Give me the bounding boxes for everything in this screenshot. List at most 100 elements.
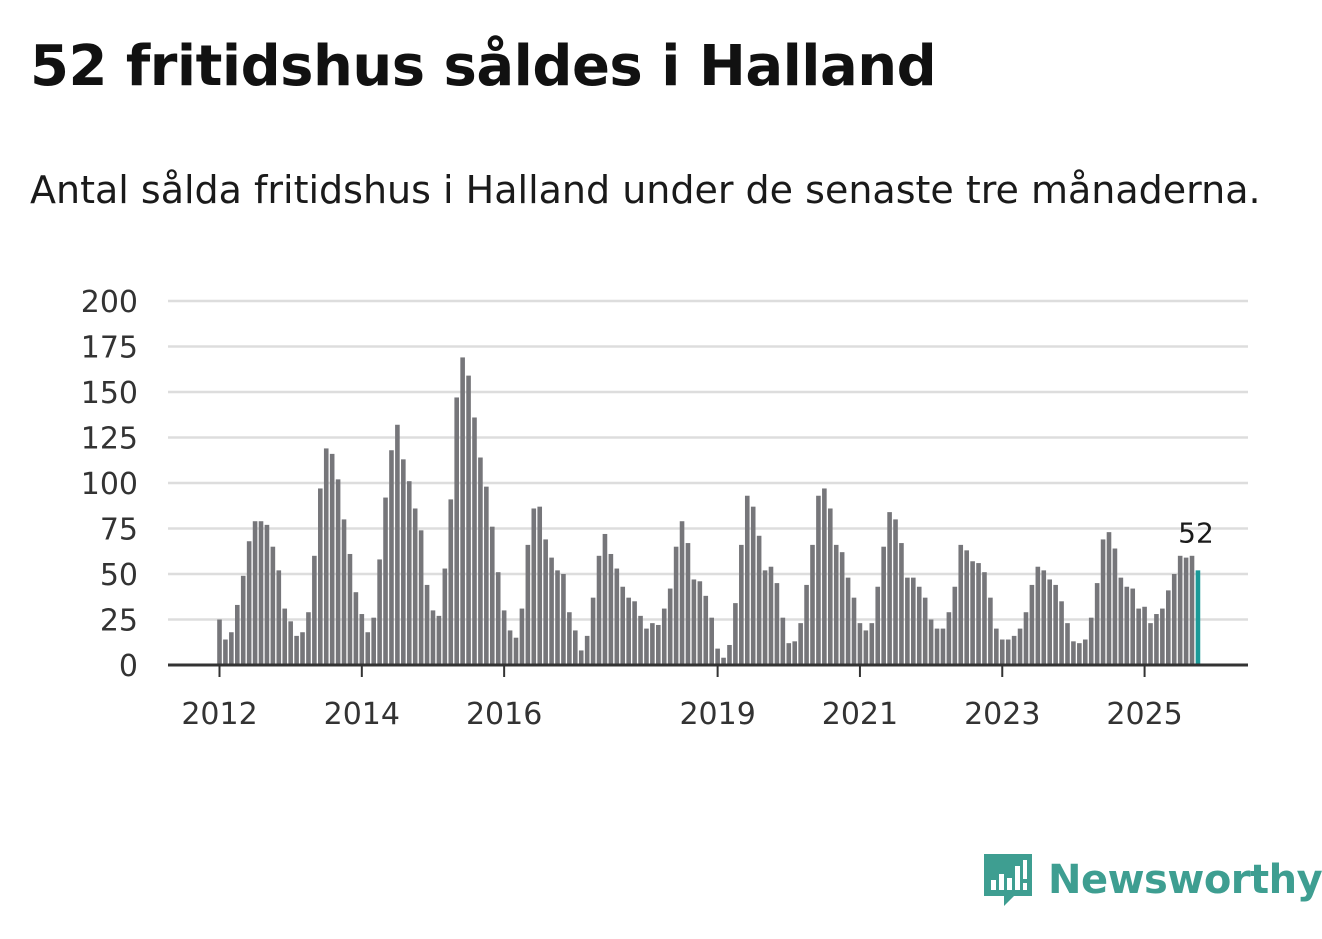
bar xyxy=(270,546,276,665)
bar xyxy=(448,499,454,665)
bar xyxy=(555,570,560,665)
bar xyxy=(460,357,465,665)
bar xyxy=(881,546,886,665)
bar xyxy=(294,635,299,665)
x-tick-label-2021: 2021 xyxy=(822,697,898,732)
bar xyxy=(1041,570,1047,665)
bar xyxy=(626,597,631,665)
y-tick-label-125: 125 xyxy=(81,422,138,457)
bar xyxy=(632,601,637,665)
bar xyxy=(798,623,803,665)
bar xyxy=(1059,601,1064,665)
bar xyxy=(762,570,768,665)
bar xyxy=(1118,577,1124,665)
bar xyxy=(827,508,833,665)
last-value-label: 52 xyxy=(1178,516,1214,549)
bar xyxy=(1071,641,1076,665)
bar xyxy=(573,630,578,665)
bar xyxy=(234,604,240,665)
bar xyxy=(893,519,898,665)
y-tick-label-25: 25 xyxy=(100,604,138,639)
bar xyxy=(478,457,483,665)
bar xyxy=(442,568,448,665)
bar xyxy=(217,619,222,665)
bar xyxy=(276,570,282,665)
bar xyxy=(614,568,620,665)
bar xyxy=(584,635,590,665)
bar xyxy=(774,583,780,665)
bar xyxy=(839,552,845,665)
bar xyxy=(756,535,762,665)
bar xyxy=(875,586,881,665)
bar xyxy=(519,608,525,665)
x-tick-label-2023: 2023 xyxy=(964,697,1040,732)
bar xyxy=(786,643,792,665)
bar xyxy=(1166,590,1171,665)
bar xyxy=(1154,614,1159,665)
bar xyxy=(685,543,691,665)
bar xyxy=(982,572,987,665)
x-tick-label-2016: 2016 xyxy=(466,697,542,732)
bar xyxy=(353,592,359,665)
chart-title: 52 fritidshus såldes i Halland xyxy=(30,34,937,99)
bar xyxy=(994,628,999,665)
bar xyxy=(567,612,572,665)
bar xyxy=(958,544,964,665)
bar xyxy=(258,521,264,665)
bar xyxy=(300,632,305,665)
bar xyxy=(946,612,952,665)
bar-highlight xyxy=(1195,570,1201,665)
bar xyxy=(1035,566,1041,665)
bar xyxy=(1142,606,1147,665)
bar xyxy=(679,521,685,665)
bar xyxy=(264,524,270,665)
bar xyxy=(715,648,720,665)
bar xyxy=(922,597,928,665)
bar xyxy=(739,544,744,665)
bar xyxy=(240,575,246,665)
bar xyxy=(792,641,798,665)
bar xyxy=(1183,557,1189,665)
bar xyxy=(578,650,584,665)
bar xyxy=(940,628,946,665)
bar xyxy=(371,617,376,665)
bar xyxy=(620,586,626,665)
bar xyxy=(246,541,252,665)
bar xyxy=(916,586,922,665)
bar xyxy=(1065,623,1070,665)
bar xyxy=(1017,628,1023,665)
bar xyxy=(1100,539,1106,665)
bar xyxy=(964,550,969,665)
bar xyxy=(934,628,940,665)
bar xyxy=(822,488,827,665)
bar xyxy=(928,619,934,665)
bar xyxy=(1053,584,1058,665)
bar xyxy=(869,623,875,665)
bar xyxy=(472,417,477,665)
bar xyxy=(1029,584,1035,665)
bar xyxy=(952,586,958,665)
bar xyxy=(905,577,910,665)
bar xyxy=(1106,532,1112,665)
bar xyxy=(780,617,786,665)
y-tick-label-200: 200 xyxy=(81,285,138,320)
bar xyxy=(691,579,697,665)
y-tick-label-175: 175 xyxy=(81,331,138,366)
bar xyxy=(1005,639,1011,665)
bar xyxy=(845,577,851,665)
bar xyxy=(608,553,614,665)
bar xyxy=(252,521,258,665)
y-tick-label-100: 100 xyxy=(81,467,138,502)
bar xyxy=(383,497,388,665)
bar xyxy=(401,459,406,665)
bar xyxy=(1082,639,1088,665)
bar xyxy=(424,584,430,665)
bar xyxy=(561,574,566,665)
bar xyxy=(596,555,602,665)
bar xyxy=(537,506,543,665)
bar xyxy=(1136,608,1141,665)
bar xyxy=(733,603,738,665)
bar xyxy=(406,481,412,665)
bar xyxy=(525,544,531,665)
